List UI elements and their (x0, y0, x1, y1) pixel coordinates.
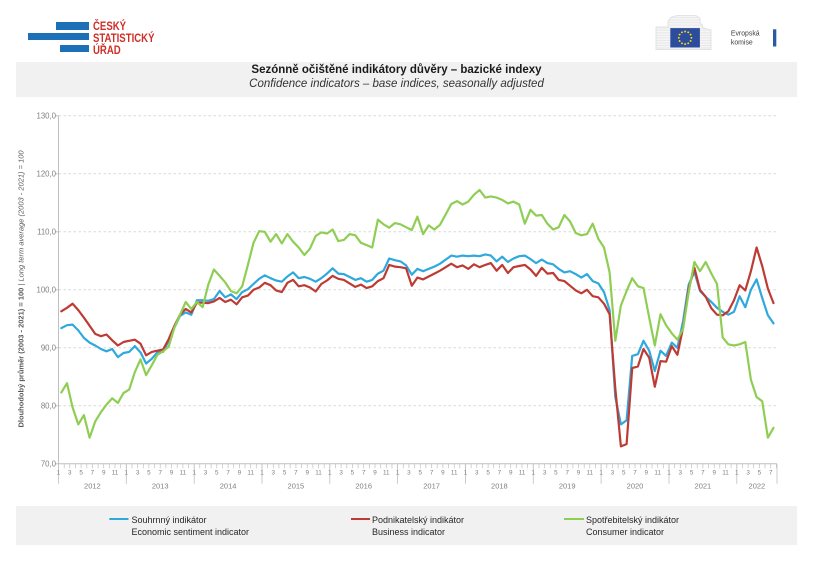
svg-text:2015: 2015 (288, 481, 305, 490)
svg-text:5: 5 (79, 469, 83, 476)
svg-text:90,0: 90,0 (41, 343, 57, 352)
svg-text:2019: 2019 (559, 481, 576, 490)
svg-text:1: 1 (599, 469, 603, 476)
svg-text:2022: 2022 (749, 481, 766, 490)
svg-text:5: 5 (147, 469, 151, 476)
svg-text:3: 3 (339, 469, 343, 476)
svg-text:5: 5 (351, 469, 355, 476)
svg-text:7: 7 (294, 469, 298, 476)
svg-text:70,0: 70,0 (41, 459, 57, 468)
svg-text:9: 9 (509, 469, 513, 476)
svg-text:2021: 2021 (695, 481, 712, 490)
svg-text:11: 11 (247, 469, 254, 476)
svg-text:5: 5 (215, 469, 219, 476)
svg-text:7: 7 (430, 469, 434, 476)
svg-text:2018: 2018 (491, 481, 508, 490)
svg-text:11: 11 (654, 469, 661, 476)
svg-text:3: 3 (543, 469, 547, 476)
svg-text:3: 3 (611, 469, 615, 476)
svg-text:3: 3 (136, 469, 140, 476)
svg-text:5: 5 (486, 469, 490, 476)
svg-text:9: 9 (238, 469, 242, 476)
svg-text:9: 9 (170, 469, 174, 476)
svg-text:80,0: 80,0 (41, 401, 57, 410)
svg-text:1: 1 (260, 469, 264, 476)
svg-text:3: 3 (407, 469, 411, 476)
svg-text:9: 9 (577, 469, 581, 476)
svg-text:9: 9 (102, 469, 106, 476)
svg-text:3: 3 (204, 469, 208, 476)
svg-text:7: 7 (498, 469, 502, 476)
svg-text:3: 3 (746, 469, 750, 476)
svg-text:11: 11 (587, 469, 594, 476)
svg-text:1: 1 (396, 469, 400, 476)
svg-text:3: 3 (679, 469, 683, 476)
svg-text:11: 11 (519, 469, 526, 476)
svg-text:1: 1 (125, 469, 129, 476)
svg-text:7: 7 (633, 469, 637, 476)
svg-text:5: 5 (554, 469, 558, 476)
svg-text:2014: 2014 (220, 481, 237, 490)
svg-text:2017: 2017 (423, 481, 440, 490)
svg-text:1: 1 (192, 469, 196, 476)
svg-text:11: 11 (722, 469, 729, 476)
svg-text:2020: 2020 (627, 481, 644, 490)
svg-text:komise: komise (731, 39, 753, 46)
svg-text:3: 3 (475, 469, 479, 476)
svg-text:5: 5 (419, 469, 423, 476)
svg-text:7: 7 (226, 469, 230, 476)
svg-text:7: 7 (565, 469, 569, 476)
svg-text:1: 1 (667, 469, 671, 476)
svg-text:2016: 2016 (355, 481, 372, 490)
svg-text:5: 5 (758, 469, 762, 476)
svg-text:3: 3 (272, 469, 276, 476)
svg-text:9: 9 (441, 469, 445, 476)
svg-text:130,0: 130,0 (36, 111, 56, 120)
svg-text:3: 3 (68, 469, 72, 476)
svg-text:1: 1 (328, 469, 332, 476)
svg-text:2012: 2012 (84, 481, 101, 490)
svg-text:1: 1 (532, 469, 536, 476)
svg-text:7: 7 (769, 469, 773, 476)
svg-text:Evropská: Evropská (731, 31, 760, 38)
svg-text:9: 9 (373, 469, 377, 476)
svg-text:7: 7 (158, 469, 162, 476)
svg-text:7: 7 (701, 469, 705, 476)
svg-text:9: 9 (645, 469, 649, 476)
svg-text:7: 7 (362, 469, 366, 476)
svg-text:120,0: 120,0 (36, 169, 56, 178)
svg-text:11: 11 (180, 469, 187, 476)
svg-text:9: 9 (712, 469, 716, 476)
svg-text:5: 5 (283, 469, 287, 476)
svg-text:11: 11 (451, 469, 458, 476)
svg-text:2013: 2013 (152, 481, 169, 490)
svg-text:1: 1 (735, 469, 739, 476)
svg-text:1: 1 (464, 469, 468, 476)
svg-text:5: 5 (690, 469, 694, 476)
svg-text:7: 7 (91, 469, 95, 476)
svg-text:5: 5 (622, 469, 626, 476)
svg-text:11: 11 (383, 469, 390, 476)
svg-text:9: 9 (305, 469, 309, 476)
svg-text:100,0: 100,0 (36, 285, 56, 294)
svg-text:11: 11 (112, 469, 119, 476)
svg-text:110,0: 110,0 (37, 227, 57, 236)
svg-text:11: 11 (315, 469, 322, 476)
svg-text:1: 1 (57, 469, 61, 476)
